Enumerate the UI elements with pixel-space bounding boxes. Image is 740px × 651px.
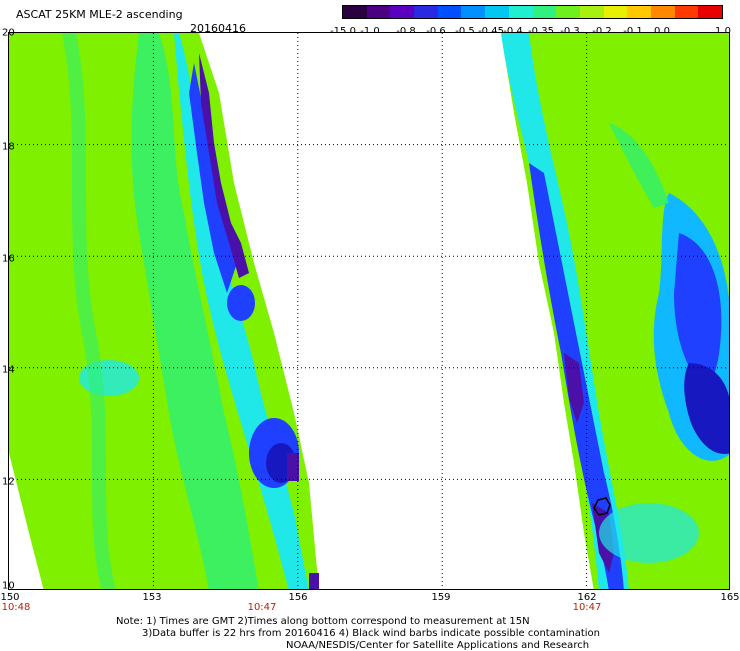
time-label: 10:47	[247, 602, 277, 613]
colorbar-swatch	[437, 6, 462, 18]
latitude-tick-label: 14	[2, 364, 15, 376]
right-swath-purple-1	[564, 353, 584, 423]
latitude-tick-label: 16	[2, 253, 15, 265]
colorbar-label: -1.0	[360, 26, 380, 37]
colorbar-swatch	[650, 6, 675, 18]
note-line-1: Note: 1) Times are GMT 2)Times along bot…	[116, 616, 530, 627]
colorbar-label: -15.0	[330, 26, 356, 37]
right-swath	[501, 33, 729, 589]
longitude-tick-label: 156	[288, 592, 308, 603]
longitude-tick-label: 159	[431, 592, 451, 603]
colorbar-label: -0.2	[592, 26, 612, 37]
time-label: 10:48	[1, 602, 31, 613]
colorbar-label: -0.35	[528, 26, 554, 37]
left-swath-faint-band	[62, 33, 116, 589]
colorbar-label: -0.5	[455, 26, 475, 37]
colorbar-swatch	[579, 6, 604, 18]
colorbar-swatch	[343, 6, 367, 18]
colorbar-swatch	[390, 6, 415, 18]
note-line-2: 3)Data buffer is 22 hrs from 20160416 4)…	[142, 628, 600, 639]
longitude-tick-label: 165	[720, 592, 740, 603]
left-swath-small-blue	[227, 285, 255, 321]
latitude-tick-label: 20	[2, 27, 15, 39]
colorbar-swatch	[508, 6, 533, 18]
colorbar-label: 1.0	[715, 26, 731, 37]
colorbar-swatch	[532, 6, 557, 18]
chart-title: ASCAT 25KM MLE-2 ascending	[16, 8, 183, 21]
left-swath-purple-patch	[287, 453, 299, 481]
contamination-marker	[593, 497, 611, 516]
chart-date: 20160416	[190, 22, 246, 35]
colorbar-label: -0.4	[503, 26, 523, 37]
colorbar-swatch	[366, 6, 391, 18]
colorbar-label: 0.0	[654, 26, 670, 37]
colorbar-label: -0.3	[560, 26, 580, 37]
colorbar-label: -0.6	[426, 26, 446, 37]
colorbar-label: -0.1	[623, 26, 643, 37]
time-label: 10:47	[572, 602, 602, 613]
colorbar-swatch	[414, 6, 438, 18]
right-swath-blue-region-1	[674, 233, 722, 386]
colorbar-swatch	[627, 6, 651, 18]
right-swath-mid-band	[609, 123, 669, 208]
right-swath-cyan-blob	[599, 503, 699, 563]
colorbar-swatch	[485, 6, 509, 18]
colorbar-label: -0.45	[478, 26, 504, 37]
longitude-tick-label: 162	[577, 592, 597, 603]
colorbar-swatch	[556, 6, 580, 18]
colorbar-swatch	[674, 6, 699, 18]
latitude-tick-label: 10	[2, 580, 15, 592]
longitude-tick-label: 153	[142, 592, 162, 603]
note-line-3: NOAA/NESDIS/Center for Satellite Applica…	[286, 640, 590, 651]
colorbar-label: -0.8	[396, 26, 416, 37]
longitude-tick-label: 150	[0, 592, 20, 603]
colorbar-swatch	[698, 6, 722, 18]
wind-map-svg	[9, 33, 729, 589]
left-swath-corner	[309, 573, 319, 589]
left-swath-purple-streak	[199, 53, 249, 278]
colorbar	[342, 5, 723, 19]
latitude-tick-label: 12	[2, 476, 15, 488]
wind-map	[8, 32, 730, 590]
left-swath-band	[131, 33, 259, 589]
colorbar-swatch	[603, 6, 628, 18]
latitude-tick-label: 18	[2, 141, 15, 153]
colorbar-swatch	[461, 6, 486, 18]
right-swath-deep-region	[684, 363, 729, 454]
